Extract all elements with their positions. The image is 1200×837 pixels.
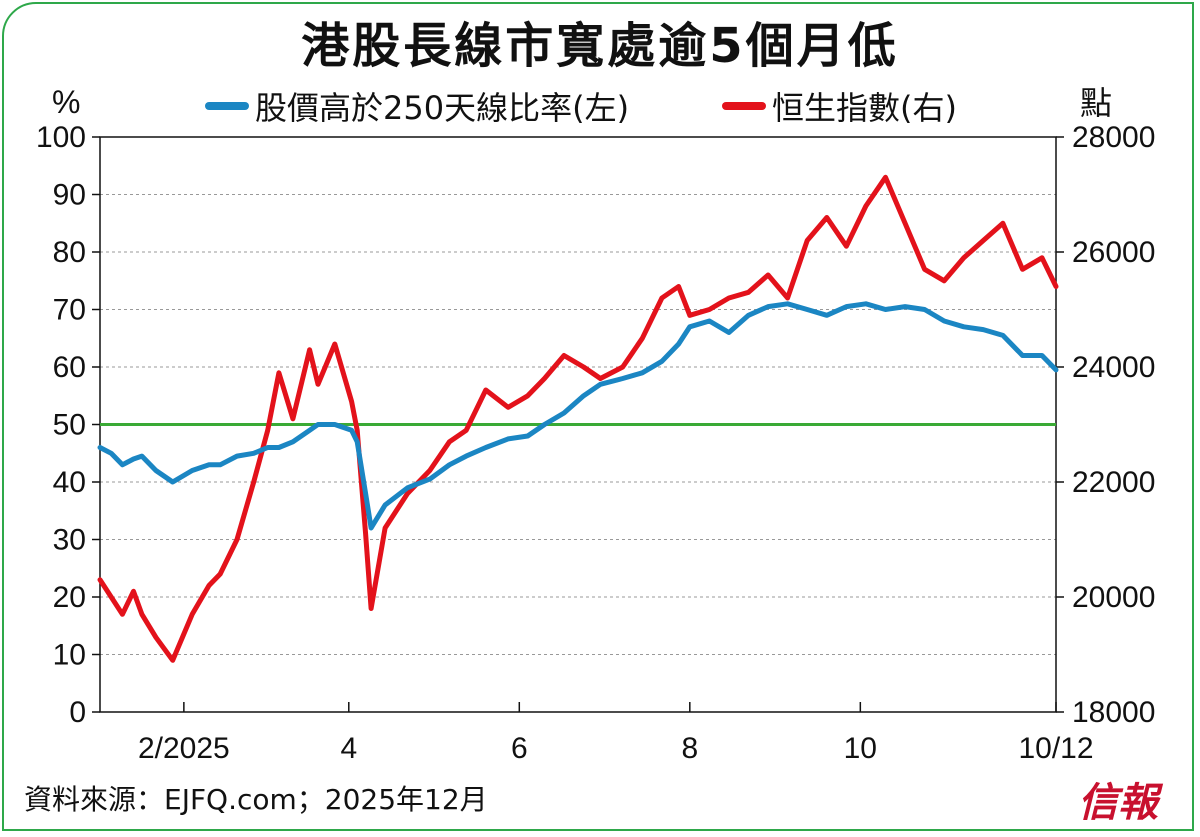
y-right-tick-label: 22000 bbox=[1072, 466, 1155, 499]
legend-item-breadth: 股價高於250天線比率(左) bbox=[205, 84, 629, 128]
y-right-tick-label: 20000 bbox=[1072, 581, 1155, 614]
legend-label-hsi: 恒生指數(右) bbox=[772, 89, 957, 127]
y-right-tick-label: 18000 bbox=[1072, 696, 1155, 729]
x-tick-label: 6 bbox=[511, 732, 528, 765]
legend-swatch-blue bbox=[205, 102, 249, 110]
x-tick-label: 10 bbox=[844, 732, 877, 765]
legend-item-hsi: 恒生指數(右) bbox=[722, 84, 957, 128]
legend-label-breadth: 股價高於250天線比率(左) bbox=[255, 89, 630, 127]
y-right-tick-label: 26000 bbox=[1072, 236, 1155, 269]
y-right-tick-label: 24000 bbox=[1072, 351, 1155, 384]
source-note: 資料來源：EJFQ.com；2025年12月 bbox=[24, 783, 488, 816]
y-right-tick-label: 28000 bbox=[1072, 121, 1155, 154]
x-tick-label: 4 bbox=[340, 732, 357, 765]
y-left-tick-label: 90 bbox=[53, 179, 86, 212]
y-left-tick-label: 80 bbox=[53, 236, 86, 269]
y-left-tick-label: 70 bbox=[53, 294, 86, 327]
publisher-logo: 信報 bbox=[1078, 779, 1158, 826]
series-line-breadth bbox=[97, 301, 1059, 531]
legend-swatch-red bbox=[722, 102, 766, 110]
y-left-tick-label: 20 bbox=[53, 581, 86, 614]
x-tick-label: 2/2025 bbox=[138, 732, 230, 765]
series-line-hsi bbox=[97, 174, 1059, 663]
y-left-tick-label: 100 bbox=[36, 121, 86, 154]
y-left-tick-label: 50 bbox=[53, 409, 86, 442]
x-tick-label: 10/12 bbox=[1018, 732, 1093, 765]
chart-title: 港股長線市寬處逾5個月低 bbox=[301, 18, 899, 74]
y-left-tick-label: 10 bbox=[53, 639, 86, 672]
y-left-tick-label: 30 bbox=[53, 524, 86, 557]
y-left-tick-label: 0 bbox=[69, 696, 86, 729]
x-tick-label: 8 bbox=[681, 732, 698, 765]
right-axis-unit: 點 bbox=[1080, 85, 1113, 121]
y-left-tick-label: 60 bbox=[53, 351, 86, 384]
y-left-tick-label: 40 bbox=[53, 466, 86, 499]
left-axis-unit: % bbox=[52, 84, 81, 120]
